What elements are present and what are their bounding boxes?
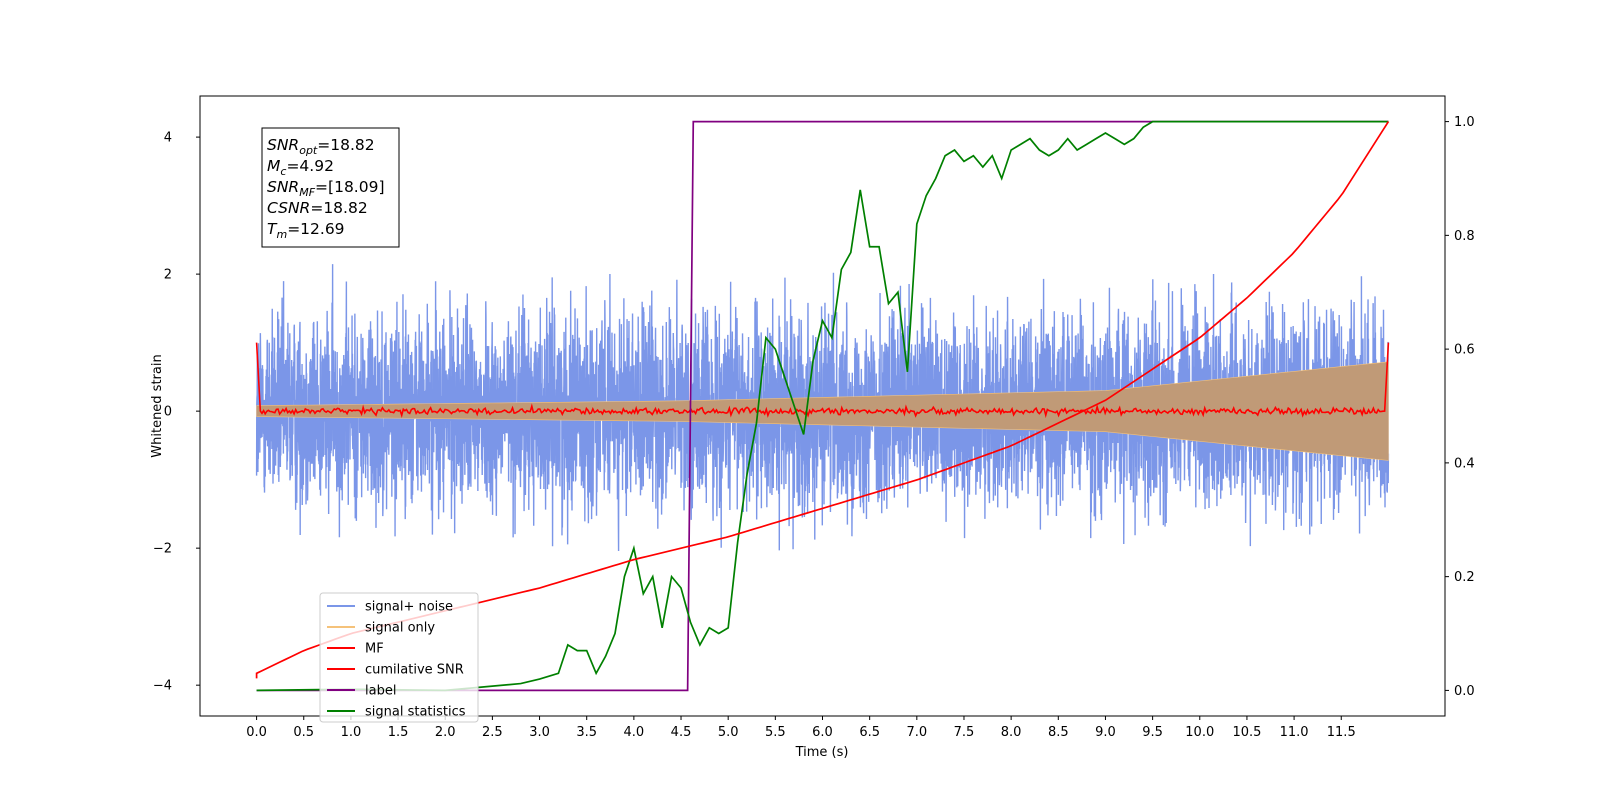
x-axis-label: Time (s) [795, 745, 849, 760]
legend-entry-label: signal statistics [365, 705, 466, 720]
x-tick-label: 8.0 [1001, 725, 1022, 740]
x-tick-label: 8.5 [1048, 725, 1069, 740]
x-tick-label: 6.0 [812, 725, 833, 740]
annotation-value: =12.69 [287, 220, 344, 238]
annotation-line: CSNR=18.82 [267, 199, 368, 217]
x-tick-label: 11.5 [1327, 725, 1356, 740]
y-axis-label: Whitened strain [150, 354, 165, 457]
x-tick-label: 4.0 [624, 725, 645, 740]
x-tick-label: 9.5 [1142, 725, 1163, 740]
legend-frame [319, 592, 479, 723]
x-axis: 0.0 0.5 1.0 1.5 2.0 2.5 3.0 3.5 4.0 4.5 5.0 5.5 6.0 6… [246, 716, 1356, 740]
annotation-symbol: SNR [267, 136, 299, 154]
x-tick-label: 10.5 [1232, 725, 1261, 740]
y-tick-label: 2 [164, 268, 172, 283]
y-tick-label: −2 [153, 542, 172, 557]
y-axis-right: 0.0 0.2 0.4 0.6 0.8 1.0 [1445, 115, 1475, 699]
annotation-symbol: M [267, 157, 280, 175]
annotation-line: SNRopt=18.82 [267, 136, 375, 157]
annotation-symbol: T [267, 220, 278, 238]
y2-tick-label: 0.8 [1454, 229, 1475, 244]
y2-tick-label: 0.6 [1454, 343, 1475, 358]
x-tick-label: 7.5 [954, 725, 975, 740]
x-tick-label: 0.5 [293, 725, 314, 740]
annotation-line: SNRMF=[18.09] [267, 178, 385, 199]
legend-entry-label: signal only [365, 621, 435, 636]
annotation-box: SNRopt=18.82Mc=4.92SNRMF=[18.09]CSNR=18.… [261, 127, 400, 248]
x-tick-label: 1.5 [388, 725, 409, 740]
y2-tick-label: 0.0 [1454, 684, 1475, 699]
annotation-subscript: MF [299, 186, 315, 199]
annotation-symbol: CSNR [267, 199, 310, 217]
x-tick-label: 9.0 [1095, 725, 1116, 740]
annotation-value: =18.82 [317, 136, 374, 154]
x-tick-label: 5.5 [765, 725, 786, 740]
x-tick-label: 3.5 [576, 725, 597, 740]
annotation-value: =[18.09] [315, 178, 384, 196]
y-axis-left: −4 −2 0 2 4 [153, 131, 200, 694]
y2-tick-label: 1.0 [1454, 115, 1475, 130]
y-tick-label: −4 [153, 679, 172, 694]
x-tick-label: 1.0 [341, 725, 362, 740]
annotation-value: =18.82 [310, 199, 367, 217]
series-mf-line [255, 342, 1390, 419]
x-tick-label: 11.0 [1280, 725, 1309, 740]
x-tick-label: 3.0 [529, 725, 550, 740]
annotation-symbol: SNR [267, 178, 299, 196]
y-tick-label: 0 [164, 405, 172, 420]
x-tick-label: 10.0 [1185, 725, 1214, 740]
series-signal-noise-line [255, 264, 1390, 552]
annotation-subscript: m [276, 228, 287, 241]
legend-entry-label: signal+ noise [365, 600, 453, 615]
x-tick-label: 7.0 [906, 725, 927, 740]
series-signal-statistics-line [256, 120, 1389, 692]
annotation-line: Mc=4.92 [267, 157, 334, 178]
annotation-value: =4.92 [286, 157, 334, 175]
annotation-frame [261, 127, 400, 248]
annotation-subscript: c [280, 165, 286, 178]
annotation-subscript: opt [299, 144, 318, 157]
x-tick-label: 4.5 [671, 725, 692, 740]
x-tick-label: 5.0 [718, 725, 739, 740]
series-signal-only-band [256, 361, 1389, 461]
legend-entry-label: label [365, 684, 396, 699]
x-tick-label: 2.0 [435, 725, 456, 740]
x-tick-label: 0.0 [246, 725, 267, 740]
y2-tick-label: 0.4 [1454, 456, 1475, 471]
y2-tick-label: 0.2 [1454, 570, 1475, 585]
legend-entry-label: MF [365, 642, 384, 657]
legend-entry-label: cumilative SNR [365, 663, 464, 678]
annotation-line: Tm=12.69 [267, 220, 345, 241]
x-tick-label: 6.5 [859, 725, 880, 740]
x-tick-label: 2.5 [482, 725, 503, 740]
legend: signal+ noise signal only MF cumilative SNR… [319, 592, 479, 723]
y-tick-label: 4 [164, 131, 172, 146]
